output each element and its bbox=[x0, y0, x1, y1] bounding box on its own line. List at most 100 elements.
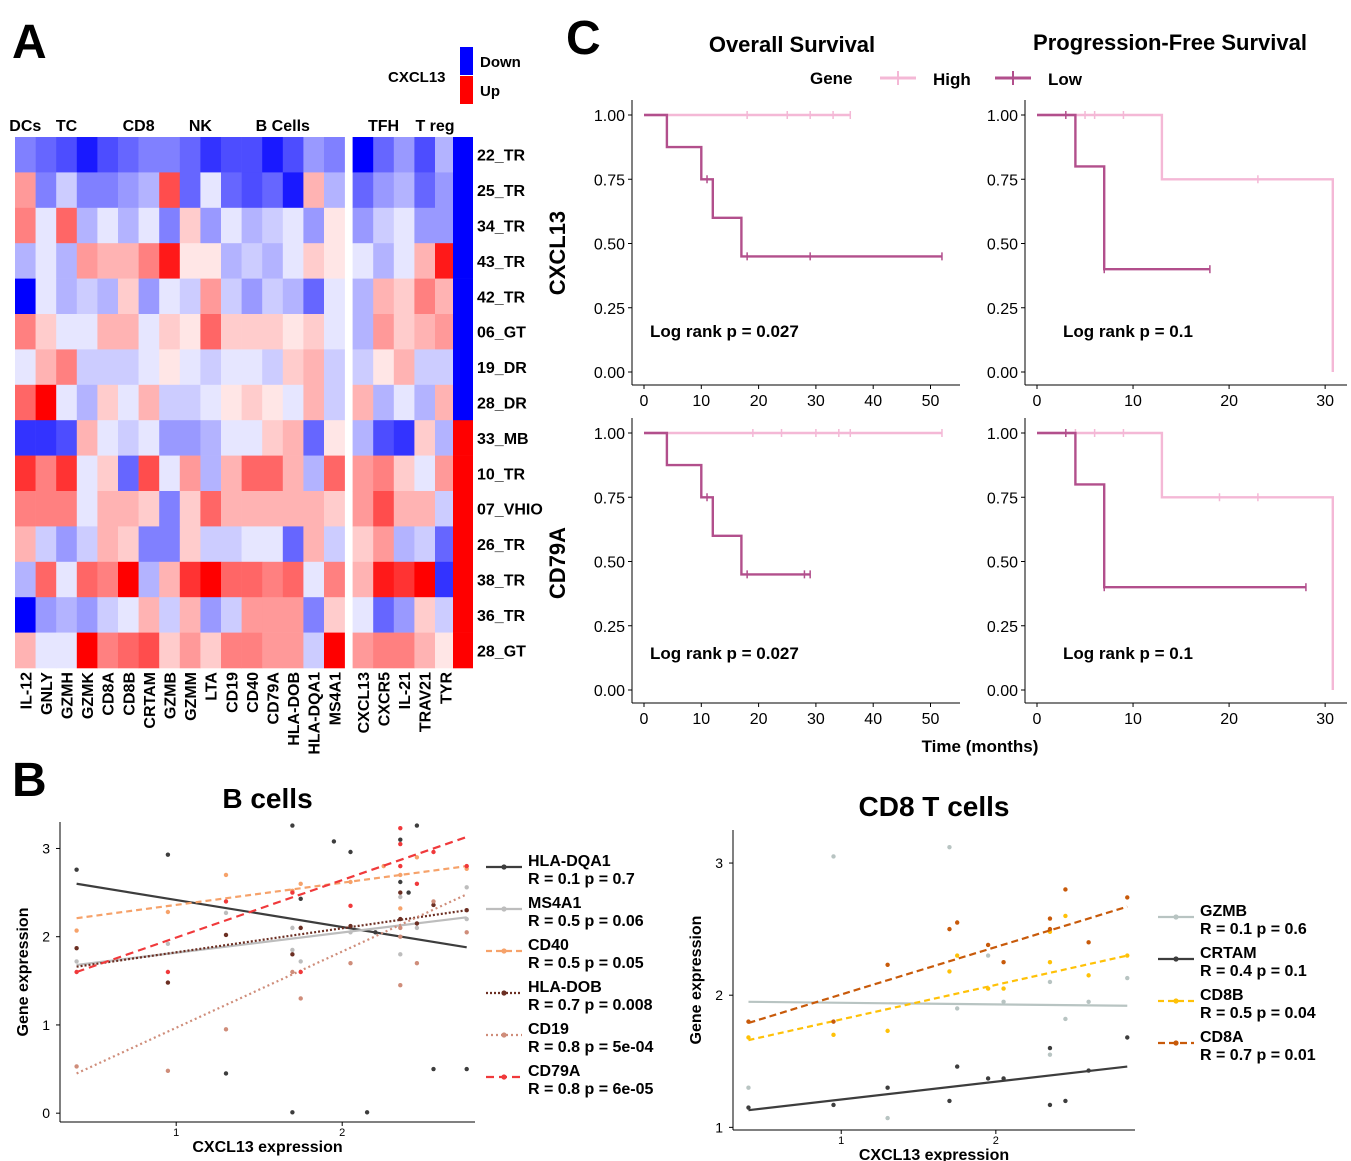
heatmap-cell bbox=[435, 632, 456, 669]
survival-curve-low bbox=[1037, 113, 1210, 271]
heatmap-cell bbox=[138, 278, 160, 315]
sample-label: 43_TR bbox=[477, 254, 525, 271]
heatmap-cell bbox=[303, 455, 325, 492]
heatmap-cell bbox=[414, 243, 436, 279]
group-label: CD8 bbox=[123, 118, 155, 135]
heatmap-cell bbox=[15, 314, 36, 350]
x-tick-label: 2 bbox=[339, 1127, 345, 1139]
heatmap-cell bbox=[200, 278, 222, 315]
heatmap-cell bbox=[262, 314, 284, 350]
heatmap-cell bbox=[221, 243, 242, 279]
heatmap-cell bbox=[324, 243, 345, 279]
gene-label: TRAV21 bbox=[418, 672, 435, 732]
heatmap-cell bbox=[97, 561, 119, 598]
heatmap-cell bbox=[138, 172, 160, 209]
data-point bbox=[985, 1076, 991, 1081]
heatmap-cell bbox=[262, 243, 284, 279]
data-point bbox=[223, 1027, 229, 1032]
row-label: CXCL13 bbox=[545, 211, 570, 295]
heatmap-cell bbox=[138, 207, 160, 244]
survival-curve-high bbox=[1037, 431, 1335, 690]
legend-title: Gene bbox=[810, 69, 853, 88]
regression-line bbox=[748, 954, 1128, 1042]
heatmap-cell bbox=[97, 597, 119, 633]
heatmap-cell bbox=[373, 172, 395, 209]
heatmap-cell bbox=[200, 420, 222, 456]
heatmap-cell bbox=[179, 278, 201, 315]
data-point bbox=[223, 1071, 229, 1076]
heatmap-cell bbox=[393, 243, 415, 279]
data-point bbox=[348, 960, 353, 966]
heatmap-cell bbox=[35, 278, 57, 315]
heatmap-cell bbox=[241, 207, 263, 244]
gene-label: LTA bbox=[204, 672, 221, 701]
y-tick-label: 0.25 bbox=[594, 301, 625, 318]
x-tick-label: 50 bbox=[922, 393, 940, 410]
heatmap-cell bbox=[118, 420, 139, 456]
heatmap-cell bbox=[76, 314, 98, 350]
y-tick-label: 0.75 bbox=[987, 490, 1018, 507]
status-bar-cell bbox=[453, 561, 473, 598]
heatmap-cell bbox=[262, 597, 284, 633]
heatmap-cell bbox=[118, 597, 139, 633]
status-bar-cell bbox=[453, 314, 473, 350]
data-point bbox=[746, 1035, 751, 1040]
legend-gene-label: CD19 bbox=[528, 1021, 569, 1038]
heatmap-cell bbox=[15, 137, 36, 173]
data-point bbox=[464, 885, 469, 890]
heatmap-cell bbox=[35, 526, 57, 563]
data-point bbox=[398, 837, 403, 842]
x-tick-label: 2 bbox=[993, 1135, 999, 1147]
heatmap-cell bbox=[97, 137, 119, 173]
y-tick-label: 0.00 bbox=[594, 683, 625, 700]
heatmap-cell bbox=[393, 632, 415, 669]
heatmap-cell bbox=[35, 455, 57, 492]
legend-gene-label: CD40 bbox=[528, 937, 569, 954]
heatmap-cell bbox=[221, 526, 242, 563]
heatmap-cell bbox=[373, 207, 395, 244]
regression-line bbox=[748, 905, 1128, 1025]
data-point bbox=[831, 1019, 836, 1024]
x-tick-label: 10 bbox=[692, 711, 710, 728]
pvalue-label: Log rank p = 0.1 bbox=[1063, 644, 1193, 663]
x-tick-label: 50 bbox=[922, 711, 940, 728]
heatmap-cell bbox=[159, 278, 181, 315]
x-tick-label: 10 bbox=[1124, 711, 1142, 728]
data-point bbox=[398, 863, 403, 869]
legend-gene-label: CD79A bbox=[528, 1063, 581, 1080]
heatmap-cell bbox=[200, 384, 222, 421]
heatmap-cell bbox=[56, 172, 78, 209]
heatmap-cell bbox=[159, 243, 181, 279]
heatmap-cell bbox=[282, 314, 304, 350]
data-point bbox=[414, 881, 420, 886]
heatmap-cell bbox=[303, 384, 325, 421]
y-tick-label: 0.50 bbox=[987, 555, 1018, 572]
legend-stats-label: R = 0.1 p = 0.7 bbox=[528, 871, 635, 888]
heatmap-cell bbox=[138, 349, 160, 386]
heatmap-cell bbox=[179, 384, 201, 421]
legend-key-point bbox=[1173, 956, 1179, 962]
heatmap-cell bbox=[352, 597, 374, 633]
data-point bbox=[954, 953, 960, 958]
data-point bbox=[290, 947, 295, 953]
heatmap-cell bbox=[76, 243, 98, 279]
survival-curve-low bbox=[644, 431, 811, 576]
heatmap-cell bbox=[435, 278, 456, 315]
heatmap-cell bbox=[373, 632, 395, 669]
data-point bbox=[290, 890, 295, 895]
heatmap-cell bbox=[352, 455, 374, 492]
heatmap-cell bbox=[373, 420, 395, 456]
legend-key-point bbox=[501, 990, 507, 996]
heatmap-cell bbox=[221, 172, 242, 209]
status-bar-cell bbox=[453, 455, 473, 492]
heatmap-cell bbox=[262, 420, 284, 456]
heatmap-cell bbox=[303, 278, 325, 315]
heatmap-cell bbox=[97, 278, 119, 315]
heatmap-cell bbox=[352, 384, 374, 421]
gene-label: TYR bbox=[438, 672, 455, 704]
heatmap-cell bbox=[97, 349, 119, 386]
data-point bbox=[1001, 959, 1006, 965]
gene-label: HLA-DOB bbox=[286, 672, 303, 746]
heatmap-cell bbox=[56, 455, 78, 492]
heatmap-cell bbox=[35, 137, 57, 173]
